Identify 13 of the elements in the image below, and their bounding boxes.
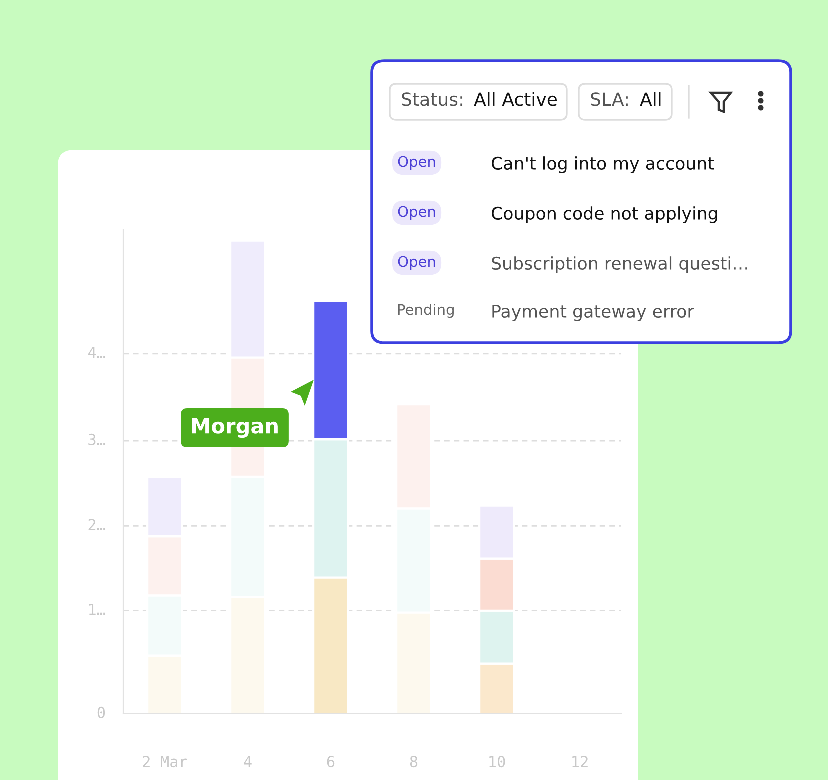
text: Coupon code not applying (492, 206, 718, 224)
annotation: Subscription renewal questi… (492, 256, 748, 274)
text: Open (398, 156, 436, 170)
text: Can't log into my account (492, 156, 714, 174)
annotation: Morgan (192, 418, 278, 438)
text: Status: (402, 92, 463, 106)
text: All (640, 92, 661, 106)
text: SLA: (591, 92, 628, 106)
annotation: Open (398, 256, 436, 270)
text: Open (398, 206, 436, 220)
annotation: Payment gateway error (492, 305, 694, 322)
annotation: Pending (398, 304, 454, 318)
text: All Active (474, 92, 558, 106)
